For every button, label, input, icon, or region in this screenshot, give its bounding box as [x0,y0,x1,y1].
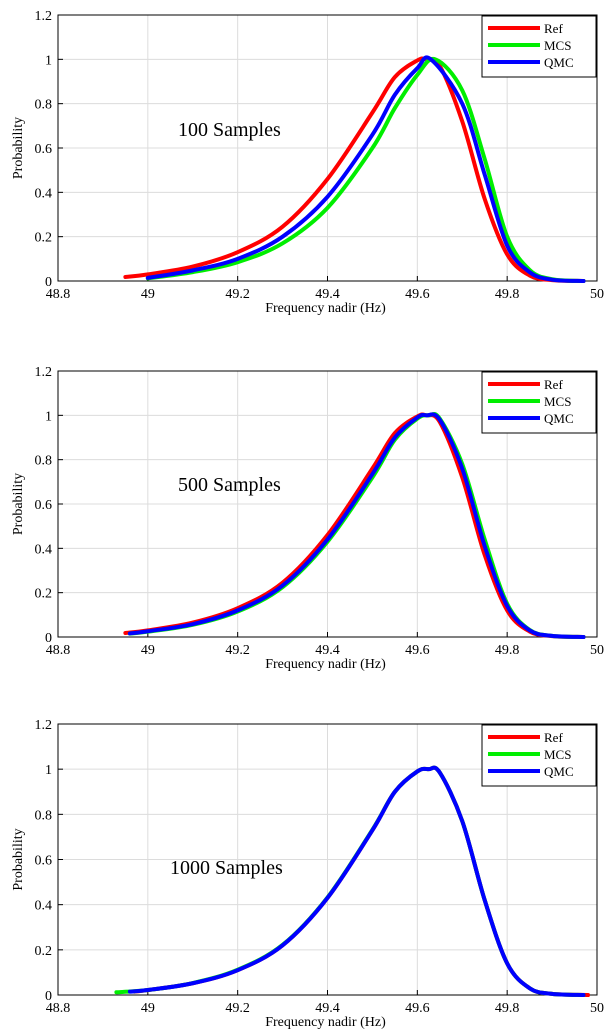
y-tick-label: 0.8 [35,808,53,823]
x-tick-label: 50 [590,287,604,302]
series-line-ref [132,765,591,997]
y-tick-label: 0.2 [35,587,53,602]
series-line-mcs [114,765,586,997]
chart-panel-2: 48.8 49 49.2 49.4 49.6 49.8 50 0 0.2 0.4 0.6 0.8 1 1.… [11,365,604,672]
legend-label-ref: Ref [544,377,563,392]
legend-label-mcs: MCS [544,394,571,409]
x-tick-label: 49.2 [225,1001,250,1016]
x-tick-label: 49.2 [225,643,250,658]
legend-label-qmc: QMC [544,411,574,426]
y-tick-label: 0.4 [35,186,53,201]
x-tick-label: 50 [590,643,604,658]
y-tick-label: 0.4 [35,542,53,557]
legend-label-ref: Ref [544,730,563,745]
x-tick-label: 50 [590,1001,604,1016]
y-tick-label: 0.8 [35,98,53,113]
y-axis-label: Probability [11,117,26,179]
x-tick-label: 49.6 [405,643,430,658]
legend-label-qmc: QMC [544,764,574,779]
y-tick-label: 0.2 [35,944,53,959]
y-tick-label: 0 [45,275,52,290]
y-tick-label: 0.4 [35,899,53,914]
x-tick-label: 49.4 [315,1001,340,1016]
y-tick-label: 0.6 [35,142,53,157]
series-line-ref [123,412,586,639]
x-tick-label: 49.2 [225,287,250,302]
x-tick-label: 49 [141,287,155,302]
series-line-mcs [145,56,586,283]
y-tick-label: 0.6 [35,498,53,513]
y-tick-label: 0 [45,631,52,646]
y-tick-label: 0.8 [35,454,53,469]
x-tick-label: 49.4 [315,287,340,302]
x-tick-label: 49.6 [405,1001,430,1016]
sample-count-annotation: 500 Samples [178,474,281,496]
y-axis-label: Probability [11,828,26,890]
sample-count-annotation: 1000 Samples [170,857,283,879]
x-axis-label: Frequency nadir (Hz) [265,301,386,316]
x-tick-label: 48.8 [46,1001,71,1016]
y-tick-label: 0 [45,989,52,1004]
sample-count-annotation: 100 Samples [178,119,281,141]
chart-panel-3: 48.8 49 49.2 49.4 49.6 49.8 50 0 0.2 0.4 0.6 0.8 1 1.… [11,718,604,1030]
x-axis-label: Frequency nadir (Hz) [265,657,386,672]
x-tick-label: 49.8 [495,287,520,302]
legend: Ref MCS QMC [481,15,597,78]
y-tick-label: 0.2 [35,231,53,246]
y-tick-label: 1 [45,53,52,68]
y-tick-label: 1.2 [35,718,53,733]
x-tick-label: 49.6 [405,287,430,302]
series-line-qmc [145,55,586,283]
y-tick-label: 1 [45,763,52,778]
legend-label-mcs: MCS [544,747,571,762]
x-tick-label: 49.4 [315,643,340,658]
y-tick-label: 0.6 [35,854,53,869]
legend-label-mcs: MCS [544,38,571,53]
y-tick-label: 1.2 [35,365,53,380]
series-line-ref [123,56,586,283]
legend-label-ref: Ref [544,21,563,36]
x-tick-label: 49 [141,643,155,658]
x-tick-label: 48.8 [46,643,71,658]
x-tick-label: 49.8 [495,643,520,658]
y-tick-label: 1.2 [35,9,53,24]
x-tick-label: 49 [141,1001,155,1016]
x-tick-label: 48.8 [46,287,71,302]
legend-label-qmc: QMC [544,55,574,70]
y-axis-label: Probability [11,473,26,535]
series-line-qmc [127,412,586,639]
chart-panel-1: 48.8 49 49.2 49.4 49.6 49.8 50 0 0.2 0.4 0.6 0.8 1 1.… [11,9,604,316]
series-line-qmc [127,765,586,997]
y-tick-label: 1 [45,409,52,424]
legend: Ref MCS QMC [481,371,597,434]
x-tick-label: 49.8 [495,1001,520,1016]
legend: Ref MCS QMC [481,724,597,787]
series-line-mcs [127,411,586,639]
x-axis-label: Frequency nadir (Hz) [265,1015,386,1030]
